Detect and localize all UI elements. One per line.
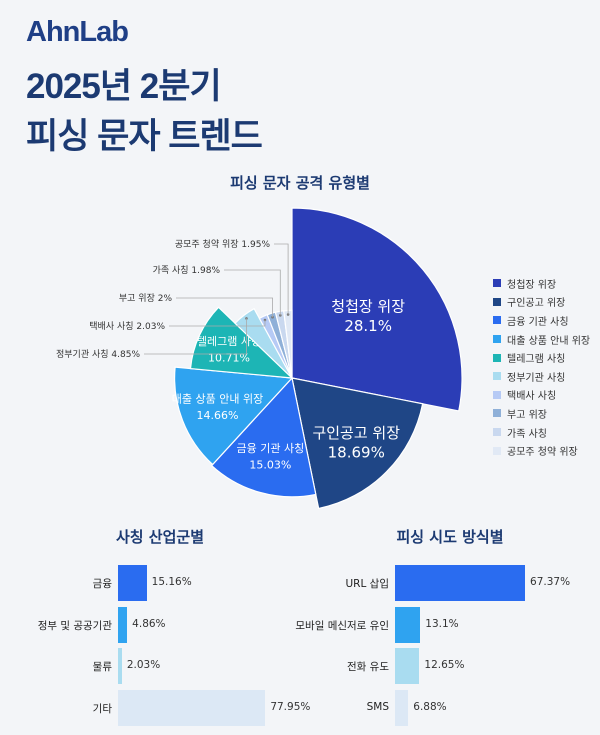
pie-chart-title: 피싱 문자 공격 유형별 <box>230 174 370 192</box>
pie-slice-label: 15.03% <box>249 458 291 471</box>
legend-label: 택배사 사칭 <box>507 391 557 403</box>
legend-item: 정부기관 사칭 <box>493 367 590 386</box>
legend-item: 청첩장 위장 <box>493 274 590 293</box>
bar <box>395 565 526 601</box>
leader-dot <box>278 314 282 317</box>
pie-slice <box>291 207 463 412</box>
pie-slice <box>210 376 317 498</box>
bar-value-label: 67.37% <box>530 576 571 588</box>
bar <box>118 606 128 643</box>
pie-slice <box>189 306 294 379</box>
legend-label: 가족 사칭 <box>507 428 547 440</box>
legend-label: 부고 위장 <box>507 409 547 421</box>
bar-value-label: 13.1% <box>425 617 459 630</box>
pie-outside-label: 택배사 사칭 2.03% <box>89 321 165 332</box>
bar-category-label: 물류 <box>92 661 112 673</box>
leader-line <box>224 269 281 316</box>
page-title: 2025년 2분기 피싱 문자 트렌드 <box>26 62 263 162</box>
legend-label: 대출 상품 안내 위장 <box>507 335 591 347</box>
bar-category-label: 기타 <box>92 702 112 715</box>
legend-label: 구인공고 위장 <box>507 298 566 310</box>
bar <box>118 648 122 684</box>
pie-slice-label: 14.66% <box>197 409 239 422</box>
pie-slice-label: 18.69% <box>328 443 385 461</box>
method-chart-title: 피싱 시도 방식별 <box>396 528 504 546</box>
pie-slice-name: 대출 상품 안내 위장 <box>172 393 263 406</box>
leader-line <box>169 320 266 327</box>
legend-swatch <box>493 428 501 437</box>
legend-item: 대출 상품 안내 위장 <box>493 330 590 349</box>
bar-value-label: 12.65% <box>424 659 465 671</box>
legend-swatch <box>493 372 501 381</box>
bar-category-label: 전화 유도 <box>347 661 389 673</box>
bar-category-label: 금융 <box>92 578 112 590</box>
pie-outside-label: 부고 위장 2% <box>119 293 173 304</box>
bar-value-label: 15.16% <box>151 576 192 588</box>
industry-chart-title: 사칭 산업군별 <box>115 528 205 546</box>
bar <box>118 689 266 726</box>
pie-slice-name: 금융 기관 사칭 <box>237 442 305 455</box>
legend-swatch <box>493 279 501 288</box>
legend-swatch <box>493 446 501 455</box>
leader-line <box>176 297 273 318</box>
legend-label: 정부기관 사칭 <box>507 372 566 384</box>
legend-item: 공모주 청약 위장 <box>493 441 590 460</box>
pie-slice-name: 텔레그램 사칭 <box>197 335 261 348</box>
leader-dot <box>263 318 267 322</box>
leader-line <box>144 318 247 355</box>
legend-swatch <box>493 409 501 418</box>
bar-category-label: SMS <box>366 700 389 713</box>
bar-category-label: URL 삽입 <box>345 578 390 590</box>
bar-value-label: 2.03% <box>126 659 161 671</box>
legend-swatch <box>493 297 501 306</box>
legend-swatch <box>493 316 501 325</box>
pie-slice-name: 구인공고 위장 <box>312 424 400 442</box>
bar <box>395 606 421 643</box>
legend-swatch <box>493 335 501 344</box>
legend-label: 청첩장 위장 <box>507 279 557 291</box>
legend-label: 금융 기관 사칭 <box>507 316 569 328</box>
legend-item: 부고 위장 <box>493 404 590 423</box>
pie-slice <box>174 366 294 466</box>
legend-item: 가족 사칭 <box>493 423 590 442</box>
legend-item: 텔레그램 사칭 <box>493 348 590 367</box>
pie-outside-label: 가족 사칭 1.98% <box>153 265 221 276</box>
legend-item: 구인공고 위장 <box>493 293 590 312</box>
title-line-1: 2025년 2분기 <box>26 67 222 106</box>
legend-label: 텔레그램 사칭 <box>507 354 566 366</box>
bar-category-label: 모바일 메신저로 유인 <box>295 619 389 632</box>
leader-line <box>274 243 289 315</box>
bar <box>118 565 147 601</box>
pie-slice-label: 28.1% <box>344 317 392 335</box>
pie-slice-name: 청첩장 위장 <box>331 297 405 315</box>
bar-value-label: 4.86% <box>132 617 166 630</box>
legend-swatch <box>493 390 501 399</box>
bar <box>395 689 409 726</box>
legend-swatch <box>493 353 501 362</box>
legend-label: 공모주 청약 위장 <box>507 447 578 459</box>
ahnlab-logo: AhnLab <box>26 16 129 48</box>
legend-item: 금융 기관 사칭 <box>493 311 590 330</box>
pie-outside-label: 공모주 청약 위장 1.95% <box>175 238 271 250</box>
leader-dot <box>245 317 248 320</box>
pie-slice-label: 10.71% <box>208 352 250 365</box>
bar-category-label: 정부 및 공공기관 <box>37 619 112 632</box>
pie-outside-label: 정부기관 사칭 4.85% <box>56 349 140 360</box>
bar-value-label: 77.95% <box>270 700 311 713</box>
bar-value-label: 6.88% <box>413 700 447 713</box>
bar <box>395 648 420 684</box>
legend-item: 택배사 사칭 <box>493 386 590 405</box>
pie-slice <box>291 377 424 510</box>
title-line-2: 피싱 문자 트렌드 <box>26 117 263 156</box>
